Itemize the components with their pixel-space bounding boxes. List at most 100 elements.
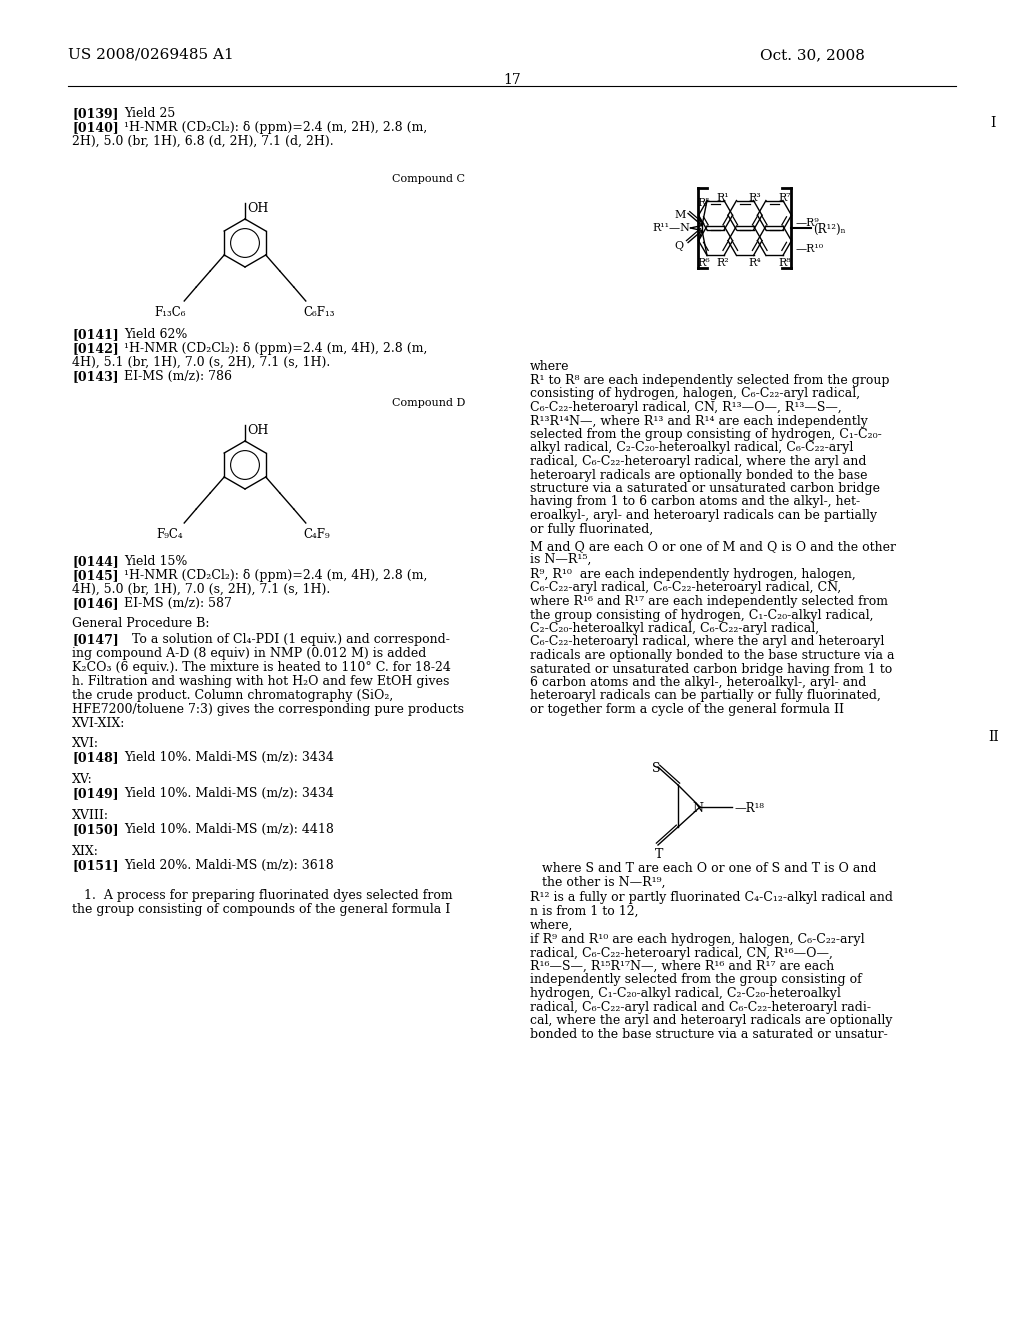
- Text: Oct. 30, 2008: Oct. 30, 2008: [760, 48, 865, 62]
- Text: [0144]: [0144]: [72, 554, 119, 568]
- Text: radical, C₆-C₂₂-heteroaryl radical, where the aryl and: radical, C₆-C₂₂-heteroaryl radical, wher…: [530, 455, 866, 469]
- Text: or together form a cycle of the general formula II: or together form a cycle of the general …: [530, 704, 844, 715]
- Text: where,: where,: [530, 919, 573, 932]
- Text: [0148]: [0148]: [72, 751, 119, 764]
- Text: the crude product. Column chromatography (SiO₂,: the crude product. Column chromatography…: [72, 689, 393, 702]
- Text: XIX:: XIX:: [72, 845, 99, 858]
- Text: ing compound A-D (8 equiv) in NMP (0.012 M) is added: ing compound A-D (8 equiv) in NMP (0.012…: [72, 647, 426, 660]
- Text: saturated or unsaturated carbon bridge having from 1 to: saturated or unsaturated carbon bridge h…: [530, 663, 892, 676]
- Text: 4H), 5.1 (br, 1H), 7.0 (s, 2H), 7.1 (s, 1H).: 4H), 5.1 (br, 1H), 7.0 (s, 2H), 7.1 (s, …: [72, 356, 331, 370]
- Text: n is from 1 to 12,: n is from 1 to 12,: [530, 906, 639, 917]
- Text: R¹: R¹: [716, 193, 729, 202]
- Text: eroalkyl-, aryl- and heteroaryl radicals can be partially: eroalkyl-, aryl- and heteroaryl radicals…: [530, 510, 878, 521]
- Text: bonded to the base structure via a saturated or unsatur-: bonded to the base structure via a satur…: [530, 1027, 888, 1040]
- Text: 1.  A process for preparing fluorinated dyes selected from: 1. A process for preparing fluorinated d…: [72, 888, 453, 902]
- Text: R¹ to R⁸ are each independently selected from the group: R¹ to R⁸ are each independently selected…: [530, 374, 890, 387]
- Text: R²: R²: [716, 259, 729, 268]
- Text: R¹¹—N: R¹¹—N: [652, 223, 690, 234]
- Text: alkyl radical, C₂-C₂₀-heteroalkyl radical, C₆-C₂₂-aryl: alkyl radical, C₂-C₂₀-heteroalkyl radica…: [530, 441, 853, 454]
- Text: —R⁹: —R⁹: [796, 218, 819, 228]
- Text: R⁴: R⁴: [749, 259, 761, 268]
- Text: cal, where the aryl and heteroaryl radicals are optionally: cal, where the aryl and heteroaryl radic…: [530, 1014, 893, 1027]
- Text: R³: R³: [749, 193, 761, 202]
- Text: where: where: [530, 360, 569, 374]
- Text: C₆-C₂₂-heteroaryl radical, CN, R¹³—O—, R¹³—S—,: C₆-C₂₂-heteroaryl radical, CN, R¹³—O—, R…: [530, 401, 842, 414]
- Text: T: T: [655, 847, 664, 861]
- Text: ¹H-NMR (CD₂Cl₂): δ (ppm)=2.4 (m, 4H), 2.8 (m,: ¹H-NMR (CD₂Cl₂): δ (ppm)=2.4 (m, 4H), 2.…: [124, 342, 427, 355]
- Text: US 2008/0269485 A1: US 2008/0269485 A1: [68, 48, 233, 62]
- Text: R¹⁶—S—, R¹⁵R¹⁷N—, where R¹⁶ and R¹⁷ are each: R¹⁶—S—, R¹⁵R¹⁷N—, where R¹⁶ and R¹⁷ are …: [530, 960, 835, 973]
- Text: C₆-C₂₂-heteroaryl radical, where the aryl and heteroaryl: C₆-C₂₂-heteroaryl radical, where the ary…: [530, 635, 885, 648]
- Text: —R¹⁰: —R¹⁰: [796, 244, 823, 253]
- Text: 4H), 5.0 (br, 1H), 7.0 (s, 2H), 7.1 (s, 1H).: 4H), 5.0 (br, 1H), 7.0 (s, 2H), 7.1 (s, …: [72, 583, 331, 597]
- Text: [0149]: [0149]: [72, 787, 119, 800]
- Text: To a solution of Cl₄-PDI (1 equiv.) and correspond-: To a solution of Cl₄-PDI (1 equiv.) and …: [124, 634, 450, 645]
- Text: selected from the group consisting of hydrogen, C₁-C₂₀-: selected from the group consisting of hy…: [530, 428, 882, 441]
- Text: radical, C₆-C₂₂-aryl radical and C₆-C₂₂-heteroaryl radi-: radical, C₆-C₂₂-aryl radical and C₆-C₂₂-…: [530, 1001, 871, 1014]
- Text: C₆-C₂₂-aryl radical, C₆-C₂₂-heteroaryl radical, CN,: C₆-C₂₂-aryl radical, C₆-C₂₂-heteroaryl r…: [530, 582, 842, 594]
- Text: [0150]: [0150]: [72, 822, 119, 836]
- Text: [0141]: [0141]: [72, 327, 119, 341]
- Text: Yield 10%. Maldi-MS (m/z): 4418: Yield 10%. Maldi-MS (m/z): 4418: [124, 822, 334, 836]
- Text: having from 1 to 6 carbon atoms and the alkyl-, het-: having from 1 to 6 carbon atoms and the …: [530, 495, 860, 508]
- Text: ¹H-NMR (CD₂Cl₂): δ (ppm)=2.4 (m, 4H), 2.8 (m,: ¹H-NMR (CD₂Cl₂): δ (ppm)=2.4 (m, 4H), 2.…: [124, 569, 427, 582]
- Text: R⁹, R¹⁰  are each independently hydrogen, halogen,: R⁹, R¹⁰ are each independently hydrogen,…: [530, 568, 856, 581]
- Text: where R¹⁶ and R¹⁷ are each independently selected from: where R¹⁶ and R¹⁷ are each independently…: [530, 595, 888, 609]
- Text: XVI:: XVI:: [72, 737, 99, 750]
- Text: is N—R¹⁵,: is N—R¹⁵,: [530, 553, 592, 566]
- Text: F₁₃C₆: F₁₃C₆: [155, 306, 185, 319]
- Text: if R⁹ and R¹⁰ are each hydrogen, halogen, C₆-C₂₂-aryl: if R⁹ and R¹⁰ are each hydrogen, halogen…: [530, 933, 864, 946]
- Text: C₄F₉: C₄F₉: [304, 528, 331, 541]
- Text: 6 carbon atoms and the alkyl-, heteroalkyl-, aryl- and: 6 carbon atoms and the alkyl-, heteroalk…: [530, 676, 866, 689]
- Text: where S and T are each O or one of S and T is O and: where S and T are each O or one of S and…: [530, 862, 877, 875]
- Text: —R¹⁸: —R¹⁸: [734, 803, 764, 814]
- Text: M: M: [674, 210, 685, 220]
- Text: OH: OH: [247, 202, 268, 215]
- Text: Compound D: Compound D: [392, 399, 465, 408]
- Text: M and Q are each O or one of M and Q is O and the other: M and Q are each O or one of M and Q is …: [530, 540, 896, 553]
- Text: R⁶: R⁶: [697, 259, 710, 268]
- Text: N: N: [692, 803, 703, 814]
- Text: [0146]: [0146]: [72, 597, 119, 610]
- Text: consisting of hydrogen, halogen, C₆-C₂₂-aryl radical,: consisting of hydrogen, halogen, C₆-C₂₂-…: [530, 388, 860, 400]
- Text: Yield 62%: Yield 62%: [124, 327, 187, 341]
- Text: II: II: [988, 730, 998, 744]
- Text: I: I: [990, 116, 995, 129]
- Text: [0147]: [0147]: [72, 634, 119, 645]
- Text: heteroaryl radicals can be partially or fully fluorinated,: heteroaryl radicals can be partially or …: [530, 689, 881, 702]
- Text: XVI-XIX:: XVI-XIX:: [72, 717, 125, 730]
- Text: ¹H-NMR (CD₂Cl₂): δ (ppm)=2.4 (m, 2H), 2.8 (m,: ¹H-NMR (CD₂Cl₂): δ (ppm)=2.4 (m, 2H), 2.…: [124, 121, 427, 135]
- Text: 17: 17: [503, 73, 521, 87]
- Text: independently selected from the group consisting of: independently selected from the group co…: [530, 974, 862, 986]
- Text: [0142]: [0142]: [72, 342, 119, 355]
- Text: structure via a saturated or unsaturated carbon bridge: structure via a saturated or unsaturated…: [530, 482, 880, 495]
- Text: EI-MS (m/z): 786: EI-MS (m/z): 786: [124, 370, 232, 383]
- Text: radicals are optionally bonded to the base structure via a: radicals are optionally bonded to the ba…: [530, 649, 895, 663]
- Text: XV:: XV:: [72, 774, 93, 785]
- Text: [0140]: [0140]: [72, 121, 119, 135]
- Text: or fully fluorinated,: or fully fluorinated,: [530, 523, 653, 536]
- Text: C₂-C₂₀-heteroalkyl radical, C₆-C₂₂-aryl radical,: C₂-C₂₀-heteroalkyl radical, C₆-C₂₂-aryl …: [530, 622, 819, 635]
- Text: Yield 10%. Maldi-MS (m/z): 3434: Yield 10%. Maldi-MS (m/z): 3434: [124, 751, 334, 764]
- Text: the other is N—R¹⁹,: the other is N—R¹⁹,: [530, 876, 666, 888]
- Text: Yield 15%: Yield 15%: [124, 554, 187, 568]
- Text: HFE7200/toluene 7:3) gives the corresponding pure products: HFE7200/toluene 7:3) gives the correspon…: [72, 704, 464, 715]
- Text: [0151]: [0151]: [72, 859, 119, 873]
- Text: R⁵: R⁵: [697, 198, 710, 207]
- Text: radical, C₆-C₂₂-heteroaryl radical, CN, R¹⁶—O—,: radical, C₆-C₂₂-heteroaryl radical, CN, …: [530, 946, 833, 960]
- Text: the group consisting of compounds of the general formula I: the group consisting of compounds of the…: [72, 903, 451, 916]
- Text: OH: OH: [247, 424, 268, 437]
- Text: heteroaryl radicals are optionally bonded to the base: heteroaryl radicals are optionally bonde…: [530, 469, 867, 482]
- Text: Compound C: Compound C: [392, 174, 465, 183]
- Text: R¹³R¹⁴N—, where R¹³ and R¹⁴ are each independently: R¹³R¹⁴N—, where R¹³ and R¹⁴ are each ind…: [530, 414, 868, 428]
- Text: h. Filtration and washing with hot H₂O and few EtOH gives: h. Filtration and washing with hot H₂O a…: [72, 675, 450, 688]
- Text: Yield 20%. Maldi-MS (m/z): 3618: Yield 20%. Maldi-MS (m/z): 3618: [124, 859, 334, 873]
- Text: Yield 10%. Maldi-MS (m/z): 3434: Yield 10%. Maldi-MS (m/z): 3434: [124, 787, 334, 800]
- Text: Yield 25: Yield 25: [124, 107, 175, 120]
- Text: S: S: [652, 762, 660, 775]
- Text: C₆F₁₃: C₆F₁₃: [304, 306, 335, 319]
- Text: R⁷: R⁷: [778, 193, 791, 202]
- Text: 2H), 5.0 (br, 1H), 6.8 (d, 2H), 7.1 (d, 2H).: 2H), 5.0 (br, 1H), 6.8 (d, 2H), 7.1 (d, …: [72, 135, 334, 148]
- Text: R⁸: R⁸: [778, 259, 791, 268]
- Text: R¹² is a fully or partly fluorinated C₄-C₁₂-alkyl radical and: R¹² is a fully or partly fluorinated C₄-…: [530, 891, 893, 904]
